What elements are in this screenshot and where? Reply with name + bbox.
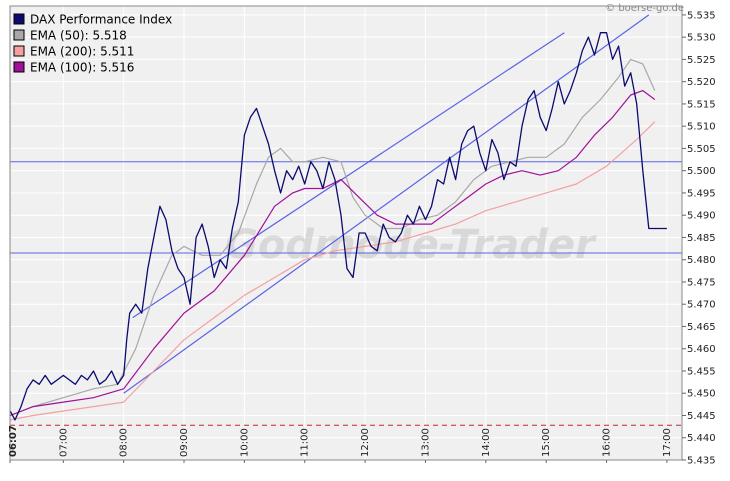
y-tick-label: 5.450 [687, 389, 716, 400]
y-tick-label: 5.480 [687, 255, 716, 266]
y-tick-label: 5.530 [687, 33, 716, 44]
legend-label: EMA (100): 5.516 [30, 61, 134, 75]
trendline [123, 14, 650, 394]
y-tick-label: 5.490 [687, 211, 716, 222]
legend-label: EMA (200): 5.511 [30, 45, 134, 59]
x-axis-ticks: 06:07 07:00 08:00 09:00 10:00 11:00 12:00 13:00… [8, 425, 673, 463]
x-tick-label: 08:00 [119, 428, 130, 457]
x-tick-label: 17:00 [662, 428, 673, 457]
watermark-text: Godmode-Trader [225, 222, 597, 268]
source-label: © boerse-go.de [605, 3, 684, 14]
y-tick-label: 5.495 [687, 188, 716, 199]
legend-swatch [13, 29, 25, 41]
y-tick-label: 5.455 [687, 366, 716, 377]
dax-series-line [9, 32, 667, 421]
x-tick-label: 11:00 [300, 428, 311, 457]
y-tick-label: 5.445 [687, 411, 716, 422]
trendline [132, 32, 565, 319]
y-tick-label: 5.435 [687, 456, 716, 467]
y-tick-label: 5.505 [687, 144, 716, 155]
legend-label: DAX Performance Index [30, 13, 172, 27]
x-tick-label: 07:00 [58, 428, 69, 457]
series-lines [9, 32, 667, 421]
legend-swatch [13, 45, 25, 57]
y-tick-label: 5.510 [687, 122, 716, 133]
x-tick-label: 13:00 [420, 428, 431, 457]
y-tick-label: 5.470 [687, 300, 716, 311]
y-tick-label: 5.475 [687, 277, 716, 288]
y-tick-label: 5.485 [687, 233, 716, 244]
y-tick-label: 5.440 [687, 433, 716, 444]
y-tick-label: 5.500 [687, 166, 716, 177]
ema50-series-line [9, 58, 656, 417]
x-tick-label: 16:00 [602, 428, 613, 457]
ema200-series-line [10, 121, 656, 421]
x-tick-label: 12:00 [360, 428, 371, 457]
y-tick-label: 5.525 [687, 55, 716, 66]
legend-swatch [13, 61, 25, 73]
x-tick-label: 06:07 [8, 425, 19, 457]
y-tick-label: 5.535 [687, 10, 716, 21]
x-tick-label: 10:00 [239, 428, 250, 457]
y-axis-ticks: 5.435 5.440 5.445 5.450 5.455 5.460 5.465 5.470… [682, 10, 716, 467]
y-tick-label: 5.460 [687, 344, 716, 355]
x-tick-label: 09:00 [179, 428, 190, 457]
x-tick-label: 15:00 [541, 428, 552, 457]
x-tick-label: 14:00 [481, 428, 492, 457]
legend-label: EMA (50): 5.518 [30, 29, 127, 43]
y-tick-label: 5.465 [687, 322, 716, 333]
ema100-series-line [9, 90, 656, 417]
y-tick-label: 5.515 [687, 99, 716, 110]
legend: DAX Performance Index EMA (50): 5.518 EMA … [13, 13, 172, 75]
plot-frame [9, 5, 683, 461]
legend-swatch [13, 13, 25, 25]
y-tick-label: 5.520 [687, 77, 716, 88]
